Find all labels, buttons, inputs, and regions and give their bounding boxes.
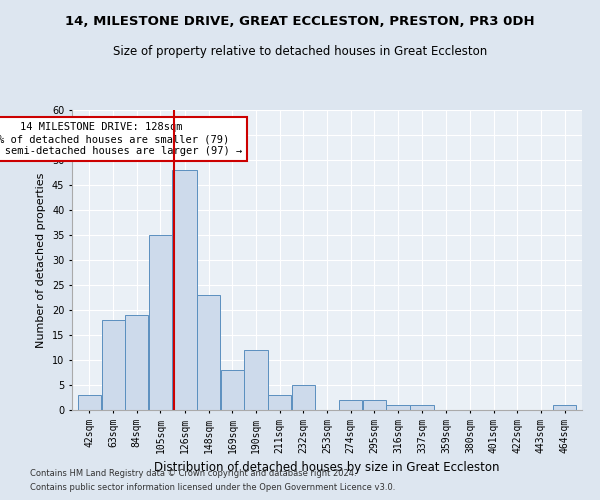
Text: Contains public sector information licensed under the Open Government Licence v3: Contains public sector information licen… [30,484,395,492]
X-axis label: Distribution of detached houses by size in Great Eccleston: Distribution of detached houses by size … [154,461,500,474]
Bar [244,350,268,410]
Bar [339,400,362,410]
Text: 14 MILESTONE DRIVE: 128sqm
← 44% of detached houses are smaller (79)
54% of semi: 14 MILESTONE DRIVE: 128sqm ← 44% of deta… [0,122,242,156]
Text: 14, MILESTONE DRIVE, GREAT ECCLESTON, PRESTON, PR3 0DH: 14, MILESTONE DRIVE, GREAT ECCLESTON, PR… [65,15,535,28]
Bar [292,385,315,410]
Y-axis label: Number of detached properties: Number of detached properties [37,172,46,348]
Bar [101,320,125,410]
Bar [386,405,410,410]
Bar [221,370,244,410]
Bar [197,295,220,410]
Bar [410,405,434,410]
Text: Contains HM Land Registry data © Crown copyright and database right 2024.: Contains HM Land Registry data © Crown c… [30,468,356,477]
Bar [78,395,101,410]
Bar [553,405,576,410]
Bar [125,315,148,410]
Text: Size of property relative to detached houses in Great Eccleston: Size of property relative to detached ho… [113,45,487,58]
Bar [362,400,386,410]
Bar [268,395,292,410]
Bar [172,170,197,410]
Bar [149,235,172,410]
